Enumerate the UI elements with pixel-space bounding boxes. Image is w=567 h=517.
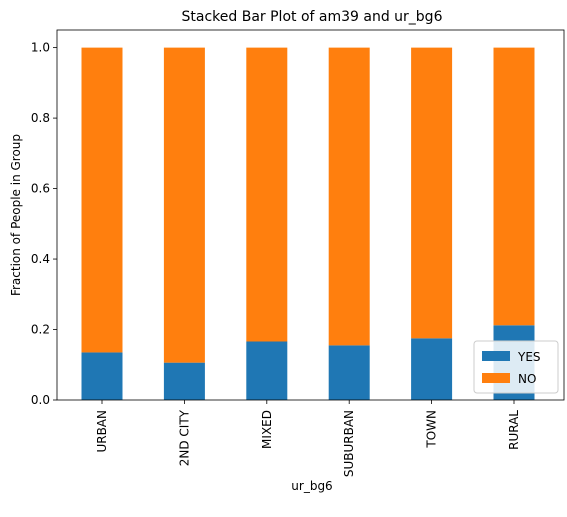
x-tick-label: URBAN [95,410,109,453]
legend-box [473,340,559,394]
x-tick-label: MIXED [260,410,274,449]
x-tick-label: RURAL [507,410,521,450]
x-tick-label: 2ND CITY [177,409,191,466]
y-axis-title: Fraction of People in Group [9,134,23,296]
y-tick-label: 0.0 [31,393,50,407]
bar-yes-urban [81,352,123,400]
chart-title: Stacked Bar Plot of am39 and ur_bg6 [182,9,443,25]
bars-group [81,47,535,400]
y-tick-label: 0.6 [31,182,50,196]
bar-no-urban [81,47,123,353]
y-axis: 0.0 0.2 0.4 0.6 0.8 1.0 [31,41,57,407]
legend: YES NO [473,340,559,394]
x-tick-label: SUBURBAN [342,410,356,477]
bar-no-mixed [246,47,288,342]
bar-yes-suburban [328,345,370,400]
y-tick-label: 0.8 [31,111,50,125]
x-tick-label: TOWN [425,410,439,449]
y-tick-label: 1.0 [31,41,50,55]
bar-no-2nd-city [163,47,205,363]
legend-swatch-no [482,373,510,383]
bar-yes-2nd-city [163,362,205,400]
legend-label-yes: YES [517,350,541,364]
axes-frame [56,29,565,401]
bar-no-town [411,47,453,339]
x-axis: URBAN 2ND CITY MIXED SUBURBAN TOWN RURAL [95,400,521,477]
y-tick-label: 0.4 [31,252,50,266]
y-tick-label: 0.2 [31,323,50,337]
legend-label-no: NO [518,372,536,386]
bar-yes-town [411,338,453,400]
bar-no-rural [493,47,535,326]
bar-no-suburban [328,47,370,346]
x-axis-title: ur_bg6 [291,479,332,493]
legend-swatch-yes [482,351,510,361]
bar-yes-mixed [246,341,288,400]
